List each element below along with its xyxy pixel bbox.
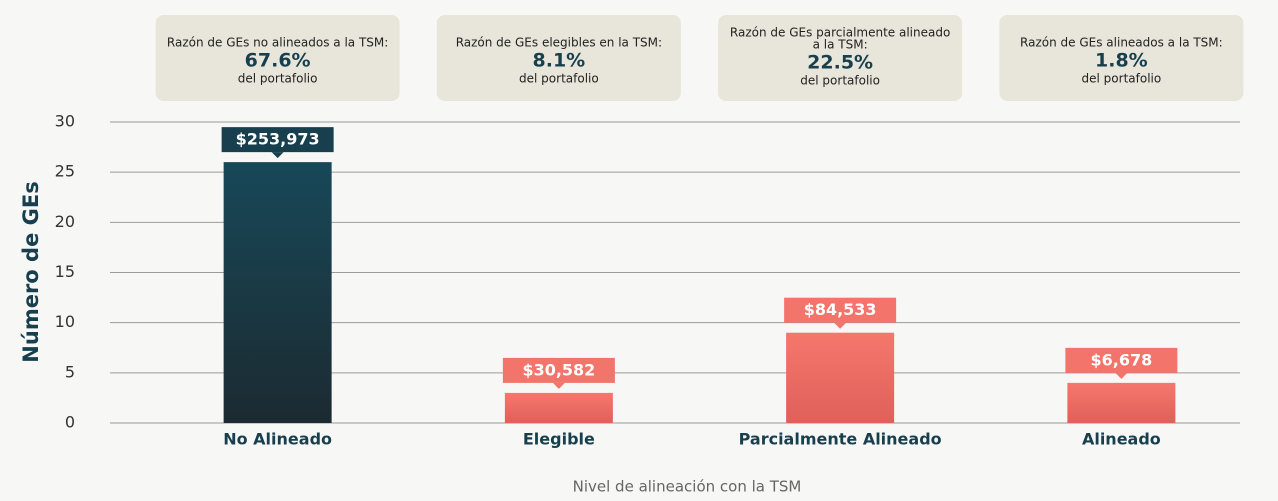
amount-label-box: [221, 127, 334, 153]
x-tick-label: Elegible: [523, 430, 595, 449]
y-axis-title: Número de GEs: [19, 181, 43, 362]
y-tick-label: 10: [55, 312, 75, 331]
y-tick-label: 25: [55, 162, 75, 181]
bar: [1067, 382, 1176, 423]
annotation-box: [155, 15, 400, 101]
bar: [504, 392, 613, 423]
annotation-footer: del portafolio: [238, 72, 318, 86]
annotation-value: 22.5%: [807, 52, 873, 74]
amount-label: $6,678: [1091, 350, 1153, 369]
amount-label: $84,533: [804, 300, 877, 319]
bar: [223, 162, 332, 423]
annotation-value: 67.6%: [245, 50, 311, 72]
y-tick-label: 30: [55, 112, 75, 131]
y-tick-label: 5: [65, 362, 75, 381]
amount-label-pointer: [552, 382, 565, 389]
annotation-footer: del portafolio: [519, 72, 599, 86]
amount-label: $253,973: [236, 130, 320, 149]
annotation-heading: Razón de GEs alineados a la TSM:: [1020, 36, 1223, 50]
amount-label-pointer: [1115, 372, 1128, 379]
y-tick-label: 15: [55, 262, 75, 281]
x-axis-title: Nivel de alineación con la TSM: [573, 478, 802, 496]
amount-label-box: [784, 297, 897, 323]
amount-label: $30,582: [522, 360, 595, 379]
amount-label-box: [1065, 347, 1178, 373]
annotation-value: 8.1%: [533, 50, 586, 72]
x-tick-label: Alineado: [1082, 430, 1161, 449]
amount-label-pointer: [834, 322, 847, 329]
annotation-heading: Razón de GEs parcialmente alineado: [730, 26, 950, 40]
amount-label-box: [502, 357, 615, 383]
annotation-box: [718, 15, 963, 101]
annotation-footer: del portafolio: [1082, 72, 1162, 86]
amount-label-pointer: [271, 152, 284, 159]
bar: [786, 332, 895, 423]
y-tick-label: 0: [65, 413, 75, 432]
x-tick-label: No Alineado: [223, 430, 332, 449]
annotation-heading: a la TSM:: [813, 38, 868, 52]
annotation-heading: Razón de GEs elegibles en la TSM:: [456, 36, 662, 50]
annotation-box: [999, 15, 1244, 101]
annotation-heading: Razón de GEs no alineados a la TSM:: [167, 36, 388, 50]
annotation-value: 1.8%: [1095, 50, 1148, 72]
y-tick-label: 20: [55, 212, 75, 231]
x-tick-label: Parcialmente Alineado: [739, 430, 942, 449]
annotation-footer: del portafolio: [800, 74, 880, 88]
annotation-box: [436, 15, 681, 101]
